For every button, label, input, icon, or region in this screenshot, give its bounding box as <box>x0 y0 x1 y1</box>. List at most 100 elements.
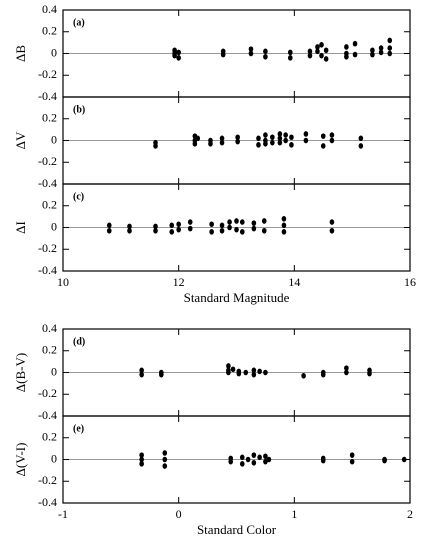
point <box>319 52 324 59</box>
point <box>251 367 257 374</box>
point <box>169 229 175 235</box>
point <box>219 139 225 146</box>
point <box>234 226 239 233</box>
point <box>239 219 245 225</box>
point <box>106 222 112 229</box>
panel-label: (a) <box>73 17 85 28</box>
point <box>251 225 257 232</box>
y-tick-label: -0.4 <box>38 89 57 103</box>
point <box>287 49 293 56</box>
point <box>349 458 355 465</box>
point <box>329 132 335 138</box>
panel-label: (b) <box>73 104 85 115</box>
y-tick-label: 0 <box>51 45 57 59</box>
y-tick-label: 0.2 <box>42 430 57 444</box>
point <box>281 222 287 229</box>
point <box>162 463 168 469</box>
point <box>352 40 358 47</box>
point <box>358 135 364 142</box>
y-tick-label: -0.4 <box>38 263 57 277</box>
y-tick-label: 0.2 <box>42 24 57 38</box>
point <box>261 218 267 224</box>
point <box>320 143 326 149</box>
point <box>106 227 112 234</box>
point <box>239 461 245 467</box>
point <box>227 219 232 225</box>
point <box>382 457 387 464</box>
point <box>387 45 393 51</box>
panel-label: (d) <box>73 336 85 347</box>
point <box>226 363 231 369</box>
point <box>281 229 287 235</box>
point <box>235 134 240 141</box>
x-tick-label: -1 <box>58 507 68 521</box>
point <box>153 223 158 230</box>
y-axis-label: ΔI <box>13 221 28 234</box>
point <box>283 137 288 144</box>
point <box>283 132 288 138</box>
point <box>277 135 283 142</box>
point <box>263 132 268 138</box>
y-tick-label: -0.2 <box>38 386 57 400</box>
point <box>358 143 364 149</box>
point <box>261 227 267 234</box>
point <box>315 44 320 50</box>
point <box>239 229 245 235</box>
point <box>251 371 257 378</box>
point <box>387 50 393 57</box>
point <box>153 227 158 234</box>
point <box>257 368 262 375</box>
point <box>139 452 144 458</box>
point <box>187 219 193 225</box>
point <box>220 51 226 58</box>
point <box>263 140 268 147</box>
point <box>270 134 275 141</box>
point <box>349 452 355 458</box>
point <box>323 47 329 54</box>
point <box>319 42 324 48</box>
panel-label: (e) <box>73 423 84 434</box>
y-tick-label: -0.4 <box>38 495 57 509</box>
point <box>256 135 261 142</box>
point <box>176 55 181 61</box>
point <box>209 221 214 228</box>
x-tick-label: 10 <box>57 275 69 289</box>
point <box>192 140 198 147</box>
point <box>227 224 232 231</box>
point <box>266 456 272 463</box>
point <box>219 135 225 142</box>
point <box>257 454 262 461</box>
y-tick-label: -0.2 <box>38 154 57 168</box>
point <box>235 138 240 145</box>
point <box>289 134 294 141</box>
point <box>251 459 257 466</box>
point <box>139 367 144 374</box>
y-tick-label: -0.4 <box>38 176 57 190</box>
point <box>323 56 329 62</box>
point <box>176 221 181 228</box>
point <box>303 131 309 137</box>
x-tick-label: 12 <box>173 275 185 289</box>
point <box>329 227 335 234</box>
point <box>301 372 306 379</box>
point <box>344 44 349 50</box>
point <box>370 47 375 54</box>
point <box>209 229 214 235</box>
point <box>352 51 358 58</box>
point <box>153 143 158 149</box>
point <box>251 220 257 226</box>
point <box>277 131 283 137</box>
point <box>228 458 234 465</box>
point <box>176 49 181 56</box>
point <box>248 46 254 52</box>
point <box>127 227 132 234</box>
point <box>378 45 384 51</box>
y-tick-label: -0.4 <box>38 408 57 422</box>
point <box>169 222 175 229</box>
point <box>245 456 251 463</box>
y-tick-label: 0.2 <box>42 198 57 212</box>
point <box>320 371 326 378</box>
x-axis-label: Standard Magnitude <box>184 290 290 305</box>
point <box>287 55 293 61</box>
